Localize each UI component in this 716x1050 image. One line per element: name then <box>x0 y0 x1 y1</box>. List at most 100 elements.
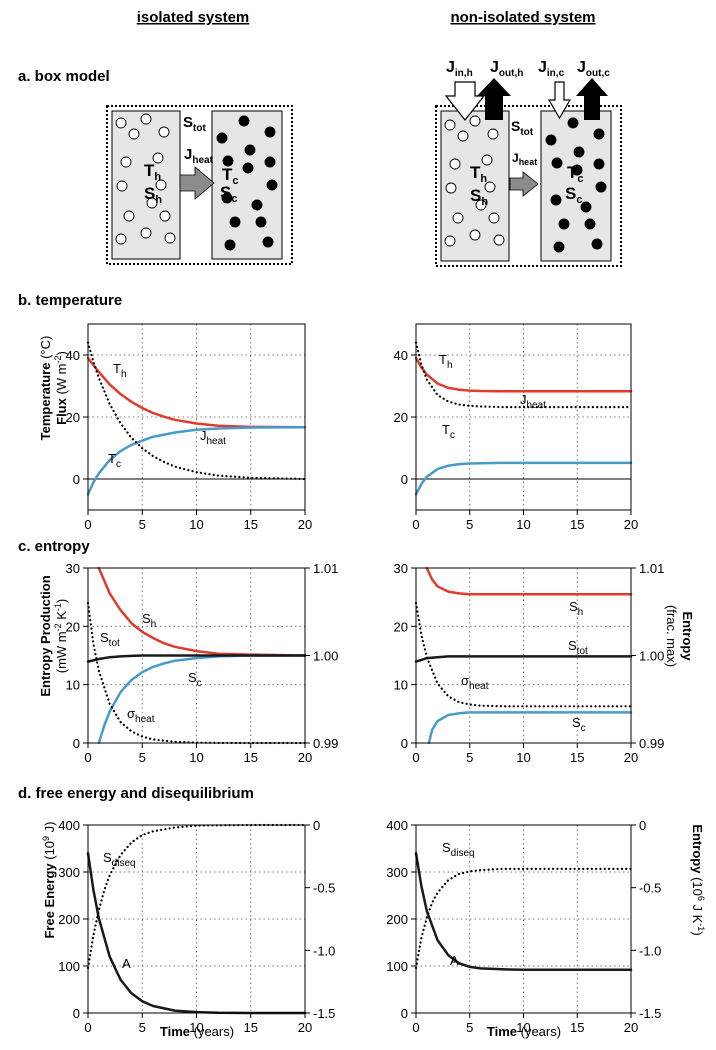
particle <box>115 117 127 129</box>
y-tick-label: 200 <box>58 912 80 927</box>
particle <box>152 152 164 164</box>
series-label-sigma-heat: σheat <box>127 706 155 725</box>
particle <box>155 179 167 191</box>
x-tick-label: 20 <box>624 517 638 532</box>
label-j-heat: Jheat <box>184 146 214 166</box>
particle <box>128 128 140 140</box>
y-tick-label: 10 <box>394 678 408 693</box>
particle <box>140 113 152 125</box>
y-tick-label: 30 <box>66 561 80 576</box>
y-tick-label: 0 <box>73 1006 80 1021</box>
series-label-s-diseq: Sdiseq <box>442 840 475 859</box>
x-tick-label: 10 <box>516 517 530 532</box>
label-j-out-c: Jout,c <box>577 59 610 79</box>
chart-c-nonisolated: 0 5 10 15 20 0 10 20 30 0.99 1.00 1.01 <box>394 561 665 765</box>
particle <box>593 128 605 140</box>
series-label-t-h: Th <box>113 361 127 380</box>
particle <box>164 232 176 244</box>
x-tick-label: 15 <box>244 517 258 532</box>
label-s-h: Sh <box>144 184 162 206</box>
x-tick-label: 10 <box>189 1020 203 1035</box>
section-title-a: a. box model <box>18 68 110 85</box>
chart-b-nonisolated: 0 5 10 15 20 0 20 40 <box>394 323 638 532</box>
box-model-isolated: Stot Jheat Th Sh Tc Sc <box>106 105 293 265</box>
column-title-nonisolated: non-isolated system <box>450 9 595 26</box>
y2-tick-label: 0 <box>639 818 646 833</box>
particle <box>558 218 570 230</box>
label-t-h: Th <box>144 161 161 183</box>
svg-text:Free Energy (109 J): Free Energy (109 J) <box>41 821 57 938</box>
y2-tick-label: -0.5 <box>313 881 335 896</box>
particle <box>251 199 263 211</box>
series-label-t-c: Tc <box>108 451 121 470</box>
particle <box>475 199 487 211</box>
particle <box>216 132 228 144</box>
x-tick-label: 10 <box>516 750 530 765</box>
particle <box>221 192 233 204</box>
hot-particles <box>115 113 176 245</box>
y2-tick-label: 1.00 <box>639 649 664 664</box>
particle <box>238 115 250 127</box>
y-tick-label: 400 <box>58 818 80 833</box>
j-in-h-arrow <box>444 81 486 121</box>
y-tick-label: 400 <box>386 818 408 833</box>
x-tick-label: 5 <box>466 750 473 765</box>
particle <box>262 236 274 248</box>
y-tick-label: 10 <box>66 678 80 693</box>
box-model-nonisolated: Jin,h Jout,h Jin,c Jout,c Stot Jheat Th … <box>435 59 622 267</box>
y2-tick-label: 1.00 <box>313 649 338 664</box>
y-tick-label: 30 <box>394 561 408 576</box>
label-j-heat: Jheat <box>512 151 537 167</box>
y-tick-label: 0 <box>401 1006 408 1021</box>
particle <box>264 156 276 168</box>
particle <box>457 130 469 142</box>
series-label-s-c: Sc <box>572 715 586 734</box>
label-j-out-h: Jout,h <box>490 59 523 79</box>
particle <box>469 229 481 241</box>
particle <box>120 156 132 168</box>
series-label-s-diseq: Sdiseq <box>103 850 136 869</box>
x-tick-label: 0 <box>412 750 419 765</box>
particle <box>222 155 234 167</box>
particle <box>488 212 500 224</box>
particle <box>551 157 563 169</box>
series-line-s-diseq <box>414 867 633 970</box>
x-tick-label: 20 <box>298 750 312 765</box>
label-j-in-c: Jin,c <box>538 59 565 79</box>
y-tick-label: 0 <box>401 472 408 487</box>
particle <box>140 227 152 239</box>
series-line--heat <box>414 601 633 708</box>
j-out-c-arrow <box>576 78 608 120</box>
cold-particles <box>216 115 278 251</box>
x-tick-label: 0 <box>412 517 419 532</box>
particle <box>550 194 562 206</box>
label-t-h: Th <box>470 163 487 185</box>
hot-particles <box>444 115 505 247</box>
particle <box>487 128 499 140</box>
x-tick-label: 10 <box>189 750 203 765</box>
j-out-h-arrow <box>477 78 511 120</box>
particle <box>242 162 254 174</box>
y2-tick-label: 1.01 <box>313 561 338 576</box>
x-tick-label: 0 <box>84 517 91 532</box>
particle <box>159 210 171 222</box>
column-title-isolated: isolated system <box>137 9 250 26</box>
series-label-sigma-heat: σheat <box>461 673 489 692</box>
section-title-c: c. entropy <box>18 538 90 555</box>
series-label-j-heat: Jheat <box>520 392 546 411</box>
particle <box>571 164 583 176</box>
series-line-s-tot <box>86 654 307 663</box>
label-s-h: Sh <box>470 186 488 208</box>
series-label-s-tot: Stot <box>568 638 588 657</box>
x-axis-title-isolated: Time (years) <box>160 1024 234 1039</box>
x-tick-label: 0 <box>84 1020 91 1035</box>
x-tick-label: 0 <box>84 750 91 765</box>
y-tick-label: 100 <box>58 959 80 974</box>
y2-tick-label: 0 <box>313 818 320 833</box>
y-tick-label: 0 <box>73 472 80 487</box>
series-label-t-c: Tc <box>442 422 455 441</box>
particle <box>116 180 128 192</box>
x-tick-label: 15 <box>570 517 584 532</box>
system-boundary <box>435 105 622 267</box>
